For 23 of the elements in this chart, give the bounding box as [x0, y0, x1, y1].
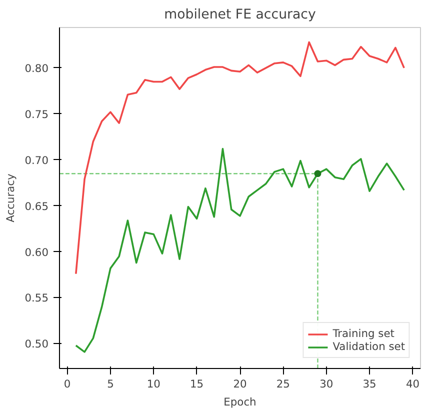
x-tick-label: 40 [406, 378, 420, 390]
x-tick-label: 25 [276, 378, 290, 390]
line-series [75, 148, 405, 353]
y-axis-title: Accuracy [4, 174, 17, 222]
x-tick-label: 5 [107, 378, 114, 390]
y-tick-label: 0.60 [24, 246, 49, 259]
x-axis-title: Epoch [224, 396, 256, 408]
x-tick-label: 35 [362, 378, 376, 390]
x-tick-label: 20 [233, 378, 247, 390]
x-tick-label: 30 [320, 378, 334, 390]
y-tick-label: 0.55 [24, 292, 49, 305]
x-tick-label: 10 [146, 378, 161, 390]
y-tick-label: 0.80 [24, 62, 49, 75]
x-tick-label: 15 [190, 378, 204, 390]
chart-title: mobilenet FE accuracy [164, 8, 316, 22]
line-series [75, 41, 405, 275]
y-tick-label: 0.70 [24, 154, 49, 167]
legend-label: Training set [332, 327, 394, 340]
x-tick-label: 0 [64, 378, 71, 390]
legend-label: Validation set [332, 340, 405, 353]
y-tick-label: 0.50 [24, 338, 49, 351]
y-tick-label: 0.65 [24, 200, 49, 213]
y-tick-label: 0.75 [24, 108, 49, 121]
